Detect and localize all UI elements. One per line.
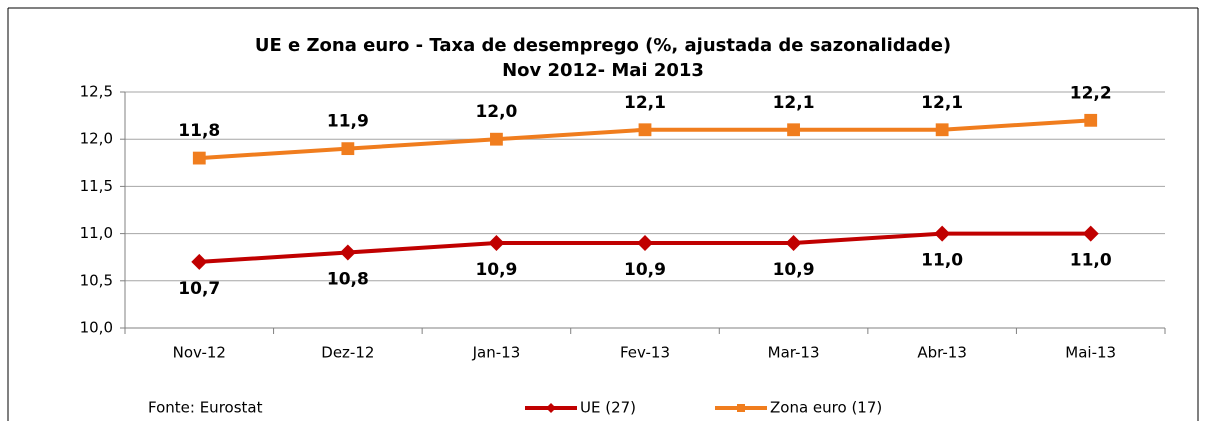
data-label: 10,7 xyxy=(178,279,220,299)
source: Fonte: Eurostat xyxy=(148,399,263,417)
data-label: 12,1 xyxy=(624,93,666,113)
x-tick-label: Fev-13 xyxy=(620,344,670,362)
chart-subtitle: Nov 2012- Mai 2013 xyxy=(502,60,704,81)
data-label: 11,9 xyxy=(327,112,369,132)
point xyxy=(490,132,503,146)
point xyxy=(191,253,208,270)
legend-label: Zona euro (17) xyxy=(770,399,882,417)
point xyxy=(1084,113,1098,127)
data-label: 10,9 xyxy=(624,260,666,280)
x-tick-label: Jan-13 xyxy=(472,344,521,362)
y-tick-label: 12,0 xyxy=(80,130,113,148)
data-label: 10,9 xyxy=(475,260,517,280)
point xyxy=(935,123,949,137)
y-tick-label: 11,5 xyxy=(80,177,113,195)
data-label: 10,8 xyxy=(327,269,369,289)
data-label: 11,0 xyxy=(1070,251,1112,271)
point xyxy=(934,225,951,242)
data-label: 11,0 xyxy=(921,251,963,271)
point xyxy=(1082,225,1099,242)
x-tick-label: Dez-12 xyxy=(321,344,374,362)
point xyxy=(787,123,800,137)
data-label: 11,8 xyxy=(178,121,220,141)
y-tick-label: 10,0 xyxy=(80,319,113,337)
y-tick-label: 10,5 xyxy=(80,271,113,289)
data-label: 12,0 xyxy=(475,102,517,122)
legend-label: UE (27) xyxy=(580,399,636,417)
data-label: 10,9 xyxy=(773,260,815,280)
x-tick-label: Mai-13 xyxy=(1065,344,1116,362)
point xyxy=(192,151,206,165)
data-label: 12,2 xyxy=(1070,83,1112,103)
legend-marker xyxy=(546,403,556,413)
y-tick-label: 12,5 xyxy=(80,83,113,101)
y-tick-label: 11,0 xyxy=(80,224,113,242)
data-label: 12,1 xyxy=(921,93,963,113)
x-tick-label: Nov-12 xyxy=(173,344,226,362)
chart-title: UE e Zona euro - Taxa de desemprego (%, … xyxy=(255,35,951,56)
data-label: 12,1 xyxy=(773,93,815,113)
point xyxy=(638,123,652,137)
point xyxy=(339,244,356,261)
point xyxy=(341,142,355,156)
point xyxy=(637,235,653,252)
x-tick-label: Mar-13 xyxy=(768,344,820,362)
point xyxy=(488,235,505,252)
x-tick-label: Abr-13 xyxy=(917,344,967,362)
legend-marker xyxy=(737,404,745,412)
point xyxy=(785,235,802,252)
